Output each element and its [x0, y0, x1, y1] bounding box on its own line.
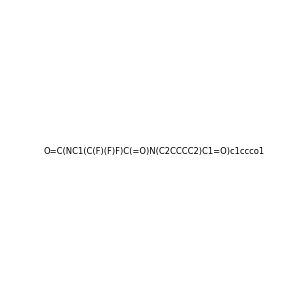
- Text: O=C(NC1(C(F)(F)F)C(=O)N(C2CCCC2)C1=O)c1ccco1: O=C(NC1(C(F)(F)F)C(=O)N(C2CCCC2)C1=O)c1c…: [43, 147, 264, 156]
